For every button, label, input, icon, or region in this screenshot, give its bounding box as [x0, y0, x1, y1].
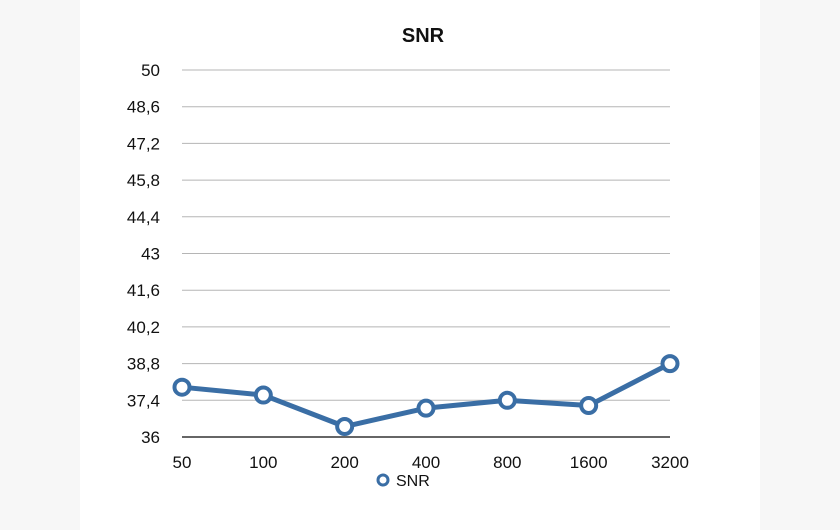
- y-tick-label: 43: [141, 245, 160, 264]
- data-point: [172, 377, 192, 397]
- y-tick-label: 38,8: [127, 355, 160, 374]
- legend-label-snr: SNR: [396, 473, 430, 490]
- y-tick-label: 45,8: [127, 171, 160, 190]
- y-tick-label: 41,6: [127, 281, 160, 300]
- x-tick-label: 800: [493, 453, 521, 472]
- y-tick-label: 44,4: [127, 208, 160, 227]
- legend: SNR: [376, 473, 430, 490]
- data-point: [416, 398, 436, 418]
- x-axis-tick-labels: 50 100 200 400 800 1600 3200: [173, 453, 689, 472]
- y-axis-tick-labels: 36 37,4 38,8 40,2 41,6 43 44,4 45,8 47,2 48,6 50: [127, 61, 160, 447]
- data-point: [335, 417, 355, 437]
- y-tick-label: 40,2: [127, 318, 160, 337]
- grid-lines: [182, 69, 670, 438]
- x-tick-label: 100: [249, 453, 277, 472]
- series-snr: [172, 354, 680, 437]
- y-tick-label: 47,2: [127, 134, 160, 153]
- data-point: [579, 396, 599, 416]
- chart-title: SNR: [402, 25, 445, 47]
- x-tick-label: 1600: [570, 453, 608, 472]
- y-tick-label: 48,6: [127, 98, 160, 117]
- legend-marker-snr: [376, 473, 390, 487]
- chart-frame: [80, 0, 760, 530]
- x-tick-label: 3200: [651, 453, 689, 472]
- data-point: [497, 390, 517, 410]
- x-tick-label: 50: [173, 453, 192, 472]
- y-tick-label: 36: [141, 428, 160, 447]
- x-tick-label: 200: [330, 453, 358, 472]
- x-tick-label: 400: [412, 453, 440, 472]
- data-point: [253, 385, 273, 405]
- y-tick-label: 50: [141, 61, 160, 80]
- y-tick-label: 37,4: [127, 391, 160, 410]
- data-point: [660, 354, 680, 374]
